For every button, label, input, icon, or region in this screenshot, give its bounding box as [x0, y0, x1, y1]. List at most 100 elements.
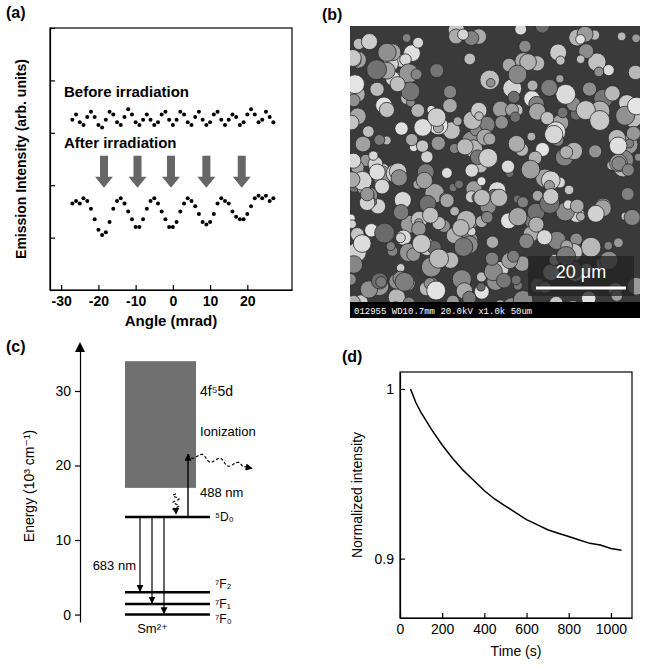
- particle: [422, 207, 438, 223]
- data-point: [193, 115, 197, 119]
- y-axis-tick-label: 1: [386, 381, 394, 397]
- particle: [416, 172, 432, 188]
- panel-letter: (b): [322, 6, 342, 23]
- particle: [395, 272, 414, 291]
- data-point: [260, 196, 264, 200]
- data-point: [182, 202, 186, 206]
- particle: [556, 84, 576, 104]
- particle: [355, 136, 371, 152]
- data-point: [186, 196, 190, 200]
- plot-frame: [50, 28, 292, 290]
- particle: [511, 275, 521, 285]
- particle: [479, 148, 498, 167]
- data-point: [216, 202, 220, 206]
- data-point: [271, 120, 275, 124]
- data-point: [78, 120, 82, 124]
- x-axis-tick: 400: [473, 613, 497, 637]
- particle: [350, 75, 364, 94]
- data-point: [141, 118, 145, 122]
- y-axis-tick: 0: [63, 607, 80, 623]
- data-point: [163, 110, 167, 114]
- particle: [508, 91, 520, 103]
- y-axis-tick-label: 10: [55, 532, 71, 548]
- data-point: [115, 199, 119, 203]
- particle: [431, 136, 445, 150]
- y-axis-line: [80, 351, 81, 623]
- data-point: [256, 120, 260, 124]
- particle: [570, 199, 584, 213]
- data-point: [234, 215, 238, 219]
- particle: [556, 75, 564, 83]
- particle: [443, 98, 457, 112]
- arrow: [233, 156, 251, 188]
- particle: [527, 80, 538, 91]
- x-axis-tick: 800: [558, 613, 582, 637]
- y-axis-tick-label: 0: [63, 607, 71, 623]
- y-axis-tick-label: 0.9: [375, 551, 395, 567]
- particle: [582, 82, 596, 96]
- data-point: [160, 112, 164, 116]
- y-axis: 0.91: [375, 373, 405, 619]
- particle: [457, 139, 473, 155]
- level-label: ⁷F₀: [215, 612, 232, 626]
- data-point: [137, 225, 141, 229]
- x-axis-tick-label: 200: [431, 621, 455, 637]
- data-point: [122, 202, 126, 206]
- particle: [609, 137, 627, 155]
- particle: [353, 235, 371, 253]
- particle: [374, 135, 385, 146]
- info-bar: [350, 302, 640, 318]
- band-label: 4f⁵5d: [200, 383, 233, 399]
- x-axis-line: [51, 290, 293, 291]
- data-point: [175, 118, 179, 122]
- series-label: Before irradiation: [64, 83, 189, 100]
- data-point: [89, 207, 93, 211]
- particle: [486, 236, 498, 248]
- particle: [378, 43, 396, 61]
- excitation-arrow: [187, 454, 188, 517]
- particle: [486, 78, 495, 87]
- y-axis-tick-mark: [75, 614, 80, 615]
- particle: [369, 164, 385, 180]
- particle: [402, 34, 411, 43]
- data-point: [178, 110, 182, 114]
- x-axis-tick: 20: [240, 285, 256, 309]
- y-axis-tick: [50, 80, 55, 81]
- image-ground: [350, 26, 640, 318]
- x-axis-tick-mark: [210, 285, 211, 290]
- plot-frame: [400, 372, 632, 618]
- level: [125, 516, 210, 519]
- y-axis-tick-mark: [75, 391, 80, 392]
- x-axis-tick-mark: [61, 285, 62, 290]
- x-axis-tick-mark: [442, 613, 443, 618]
- particle: [527, 132, 536, 141]
- data-point: [186, 120, 190, 124]
- particle: [632, 34, 640, 43]
- panel-letter: (d): [342, 348, 362, 365]
- data-point: [126, 107, 130, 111]
- particle: [429, 249, 448, 268]
- particle: [412, 234, 430, 252]
- particle: [393, 204, 409, 220]
- particle: [391, 170, 407, 186]
- particle: [624, 209, 640, 225]
- y-axis-tick: [50, 133, 55, 134]
- x-axis-tick: 1000: [596, 613, 627, 637]
- particle: [370, 82, 384, 96]
- particle: [350, 172, 360, 188]
- panel-letter: (c): [6, 338, 26, 355]
- data-point: [145, 207, 149, 211]
- x-axis-tick-mark: [484, 613, 485, 618]
- data-point: [238, 217, 242, 221]
- arrow: [197, 156, 215, 188]
- x-axis-tick-label: 1000: [596, 621, 627, 637]
- particle: [474, 189, 490, 205]
- level-label: ⁵D₀: [215, 510, 234, 524]
- arrow: [162, 156, 180, 188]
- particle: [369, 151, 378, 160]
- particle: [576, 55, 584, 63]
- particle: [396, 233, 406, 243]
- data-point: [189, 123, 193, 127]
- data-point: [242, 217, 246, 221]
- ionization-label: Ionization: [200, 424, 256, 439]
